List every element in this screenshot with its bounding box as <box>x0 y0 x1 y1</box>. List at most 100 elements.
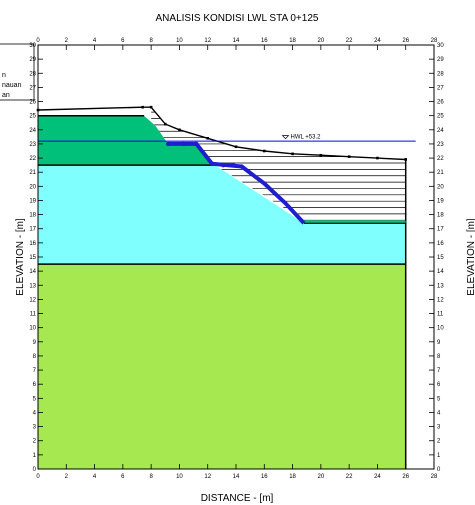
y-tick-label-left: 27 <box>29 85 36 91</box>
surface-node <box>206 136 210 140</box>
x-tick-label-top: 4 <box>93 38 97 44</box>
y-tick-label-left: 18 <box>29 213 36 219</box>
y-tick-label-left: 6 <box>33 382 37 388</box>
y-tick-label-left: 26 <box>29 100 36 106</box>
y-tick-label-left: 3 <box>33 425 37 431</box>
slip-node <box>239 164 244 169</box>
legend-entry-3: an <box>2 92 10 99</box>
y-tick-label-right: 15 <box>437 255 444 261</box>
y-tick-label-right: 21 <box>437 170 444 176</box>
x-tick-label-top: 12 <box>204 38 211 44</box>
y-tick-label-left: 24 <box>29 128 36 134</box>
y-tick-label-left: 13 <box>29 283 36 289</box>
y-tick-label-left: 21 <box>29 170 36 176</box>
y-tick-label-left: 23 <box>29 142 36 148</box>
y-tick-label-left: 1 <box>33 453 37 459</box>
y-tick-label-left: 0 <box>33 467 37 473</box>
y-tick-label-left: 8 <box>33 354 37 360</box>
y-tick-label-left: 17 <box>29 227 36 233</box>
y-tick-label-right: 1 <box>437 453 441 459</box>
x-tick-label-bottom: 26 <box>402 474 409 480</box>
x-tick-label-top: 2 <box>65 38 69 44</box>
y-axis-label-right: ELEVATION - [m] <box>466 218 475 296</box>
y-tick-label-left: 15 <box>29 255 36 261</box>
x-tick-label-bottom: 12 <box>204 474 211 480</box>
y-tick-label-left: 5 <box>33 396 37 402</box>
x-tick-label-bottom: 2 <box>65 474 69 480</box>
y-tick-label-right: 11 <box>437 312 444 318</box>
slip-node <box>194 141 199 147</box>
y-tick-label-right: 18 <box>437 213 444 219</box>
x-tick-label-top: 18 <box>289 38 296 44</box>
legend-frame <box>0 43 35 101</box>
axis-ticks: 0022446688101012121414161618182020222224… <box>29 38 444 480</box>
y-tick-label-left: 7 <box>33 368 37 374</box>
y-tick-label-right: 23 <box>437 142 444 148</box>
y-tick-label-right: 19 <box>437 198 444 204</box>
y-tick-label-right: 27 <box>437 85 444 91</box>
y-tick-label-left: 2 <box>33 439 37 445</box>
y-tick-label-left: 25 <box>29 114 36 120</box>
layer-boundaries <box>38 114 407 469</box>
y-tick-label-left: 9 <box>33 340 37 346</box>
slip-node <box>221 162 226 168</box>
y-axis-label: ELEVATION - [m] <box>15 218 26 296</box>
x-tick-label-bottom: 8 <box>149 474 153 480</box>
legend-entry-1: n <box>2 72 6 79</box>
surface-node <box>347 155 351 158</box>
y-tick-label-right: 16 <box>437 241 444 247</box>
x-tick-label-bottom: 16 <box>261 474 268 480</box>
x-tick-label-top: 0 <box>36 38 40 44</box>
x-tick-label-bottom: 14 <box>233 474 240 480</box>
x-tick-label-bottom: 4 <box>93 474 97 480</box>
y-tick-label-right: 24 <box>437 128 444 134</box>
x-tick-label-top: 16 <box>261 38 268 44</box>
y-tick-label-right: 9 <box>437 340 441 346</box>
y-tick-label-right: 8 <box>437 354 441 360</box>
soil-layers <box>38 107 406 469</box>
y-tick-label-right: 30 <box>437 43 444 49</box>
x-tick-label-top: 26 <box>402 38 409 44</box>
slip-node <box>181 141 186 147</box>
slip-node <box>209 161 215 166</box>
y-tick-label-right: 29 <box>437 57 444 63</box>
legend-entry-2: nauan <box>2 82 22 89</box>
y-tick-label-left: 22 <box>29 156 36 162</box>
y-tick-label-right: 26 <box>437 100 444 106</box>
y-tick-label-right: 20 <box>437 184 444 190</box>
x-tick-label-top: 28 <box>431 38 438 44</box>
y-tick-label-right: 6 <box>437 382 441 388</box>
y-tick-label-left: 14 <box>29 269 36 275</box>
y-tick-label-right: 10 <box>437 326 444 332</box>
layer-green <box>38 115 215 166</box>
water-level-label: HWL +53.2 <box>291 135 322 141</box>
slip-node <box>165 141 171 147</box>
surface-node <box>262 149 266 153</box>
y-tick-label-right: 3 <box>437 425 441 431</box>
y-tick-label-right: 28 <box>437 71 444 77</box>
y-tick-label-right: 14 <box>437 269 444 275</box>
x-tick-label-top: 24 <box>374 38 381 44</box>
x-tick-label-bottom: 24 <box>374 474 381 480</box>
y-tick-label-left: 4 <box>33 410 37 416</box>
y-tick-label-left: 11 <box>30 312 37 318</box>
layer-lime <box>38 264 406 469</box>
y-tick-label-right: 7 <box>437 368 441 374</box>
chart-title: ANALISIS KONDISI LWL STA 0+125 <box>156 13 319 24</box>
surface-node <box>163 122 167 126</box>
x-tick-label-bottom: 18 <box>289 474 296 480</box>
x-tick-label-top: 6 <box>121 38 125 44</box>
x-tick-label-top: 20 <box>318 38 325 44</box>
y-tick-label-right: 2 <box>437 439 441 445</box>
x-tick-label-top: 22 <box>346 38 353 44</box>
y-tick-label-right: 22 <box>437 156 444 162</box>
slip-surface <box>165 141 306 225</box>
layer-cyan <box>38 165 406 265</box>
y-tick-label-left: 16 <box>29 241 36 247</box>
surface-node <box>291 152 294 156</box>
x-tick-label-top: 8 <box>149 38 153 44</box>
y-tick-label-left: 12 <box>29 297 36 303</box>
legend-box: n nauan an <box>0 43 35 101</box>
y-tick-label-left: 30 <box>29 43 36 49</box>
